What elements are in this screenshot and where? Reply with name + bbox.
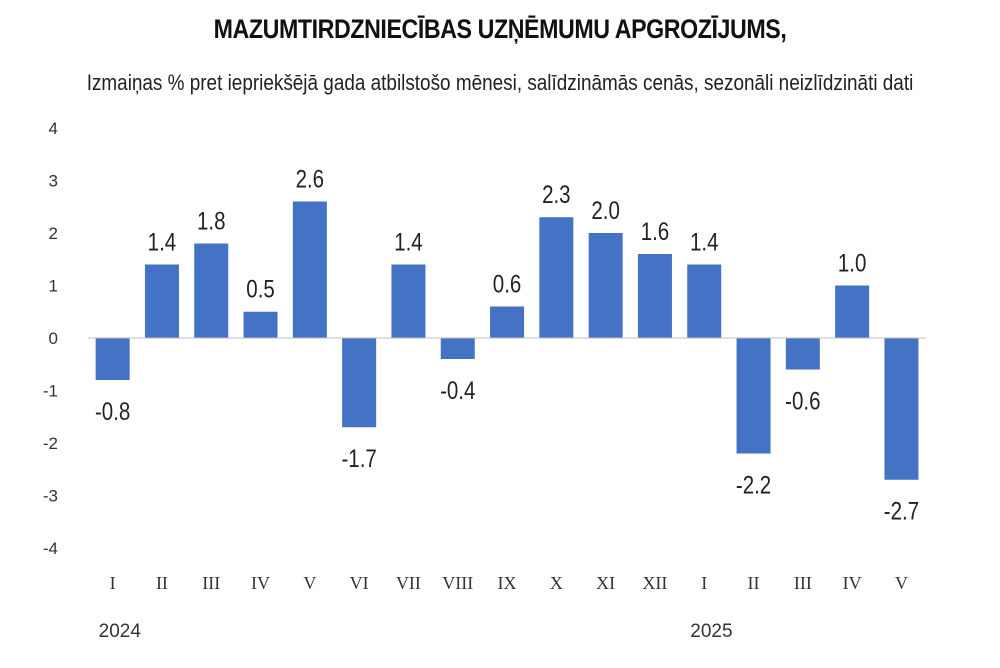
x-tick-label: V bbox=[303, 573, 316, 593]
bars bbox=[95, 201, 919, 480]
bar bbox=[588, 233, 623, 338]
y-tick-label: -3 bbox=[43, 487, 58, 506]
x-tick-label: II bbox=[156, 573, 168, 593]
chart-subtitle: Izmaiņas % pret iepriekšējā gada atbilst… bbox=[86, 70, 914, 95]
y-tick-label: 1 bbox=[49, 277, 58, 296]
x-axis-labels: I II III IV V VI VII VIII IX X XI XII I II III IV V bbox=[110, 573, 908, 593]
bar bbox=[736, 338, 771, 454]
y-tick-label: -2 bbox=[43, 434, 58, 453]
y-tick-label: 3 bbox=[49, 172, 58, 191]
x-tick-label: III bbox=[794, 573, 812, 593]
y-tick-label: 2 bbox=[49, 224, 58, 243]
y-tick-label: -4 bbox=[43, 539, 58, 558]
year-labels: 2024 2025 bbox=[99, 621, 733, 642]
data-label: 1.0 bbox=[838, 249, 866, 277]
data-label: -2.7 bbox=[884, 497, 919, 525]
y-axis-ticks: 4 3 2 1 0 -1 -2 -3 -4 bbox=[43, 119, 58, 558]
bar bbox=[539, 217, 574, 338]
x-tick-label: VIII bbox=[442, 573, 473, 593]
bar bbox=[835, 285, 870, 338]
y-tick-label: -1 bbox=[43, 382, 58, 401]
x-tick-label: X bbox=[550, 573, 563, 593]
x-tick-label: XI bbox=[596, 573, 615, 593]
x-tick-label: III bbox=[202, 573, 220, 593]
bar bbox=[490, 306, 525, 338]
data-label: -1.7 bbox=[341, 444, 376, 472]
bar bbox=[342, 338, 377, 428]
bar bbox=[292, 201, 327, 338]
x-tick-label: I bbox=[110, 573, 116, 593]
data-label: 0.6 bbox=[493, 270, 521, 298]
bar bbox=[440, 338, 475, 359]
data-label: 2.0 bbox=[591, 196, 619, 224]
x-tick-label: VI bbox=[350, 573, 369, 593]
data-label: 1.4 bbox=[690, 228, 719, 256]
data-labels: -0.8 1.4 1.8 0.5 2.6 -1.7 1.4 -0.4 0.6 2.3 2.0 1.6 1… bbox=[95, 165, 919, 526]
data-label: -0.8 bbox=[95, 397, 130, 425]
y-tick-label: 4 bbox=[49, 119, 58, 138]
bar bbox=[687, 264, 722, 338]
data-label: -0.6 bbox=[785, 387, 820, 415]
x-tick-label: IV bbox=[843, 573, 862, 593]
x-tick-label: VII bbox=[396, 573, 421, 593]
bar bbox=[194, 243, 229, 338]
data-label: 0.5 bbox=[246, 275, 274, 303]
year-label: 2024 bbox=[99, 621, 142, 642]
data-label: 1.4 bbox=[148, 228, 177, 256]
data-label: 1.8 bbox=[197, 207, 225, 235]
x-tick-label: I bbox=[701, 573, 707, 593]
bar bbox=[95, 338, 130, 380]
x-tick-label: II bbox=[748, 573, 760, 593]
bar bbox=[884, 338, 919, 480]
bar bbox=[144, 264, 179, 338]
y-tick-label: 0 bbox=[49, 329, 58, 348]
bar bbox=[637, 254, 672, 338]
bar bbox=[391, 264, 426, 338]
data-label: 2.3 bbox=[542, 180, 570, 208]
data-label: 1.4 bbox=[394, 228, 423, 256]
year-label: 2025 bbox=[690, 621, 732, 642]
chart-title: MAZUMTIRDZNIECĪBAS UZŅĒMUMU APGROZĪJUMS, bbox=[213, 14, 787, 44]
data-label: -2.2 bbox=[736, 471, 771, 499]
x-tick-label: V bbox=[895, 573, 908, 593]
data-label: -0.4 bbox=[440, 376, 476, 404]
x-tick-label: IX bbox=[498, 573, 517, 593]
data-label: 2.6 bbox=[296, 165, 324, 193]
x-tick-label: XII bbox=[642, 573, 667, 593]
bar bbox=[243, 311, 278, 338]
data-label: 1.6 bbox=[641, 217, 669, 245]
bar bbox=[785, 338, 820, 370]
x-tick-label: IV bbox=[251, 573, 270, 593]
